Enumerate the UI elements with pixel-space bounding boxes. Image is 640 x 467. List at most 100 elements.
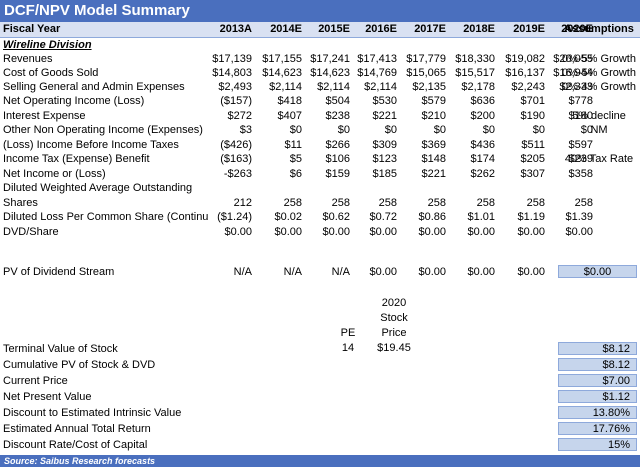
row-value: $2,114 <box>269 81 302 93</box>
row-value: ($157) <box>220 95 252 107</box>
row-value: ($426) <box>220 139 252 151</box>
header-year: 2019E <box>513 23 545 35</box>
section-title: Wireline Division <box>3 39 92 51</box>
row-value: $0 <box>433 124 446 136</box>
table-row: Other Non Operating Income (Expenses) $3 $… <box>0 123 640 137</box>
row-value: $597 <box>568 139 593 151</box>
summary-value: $8.12 <box>558 342 637 355</box>
row-value: $511 <box>521 139 545 151</box>
header-year: 2017E <box>414 23 446 35</box>
row-value: $190 <box>520 110 545 122</box>
summary-row: Current Price $7.00 <box>0 374 640 388</box>
summary-value: 13.80% <box>558 406 637 419</box>
pv-value: $0.00 <box>517 266 545 278</box>
row-value: $14,623 <box>310 67 350 79</box>
pv-dividend-row: PV of Dividend Stream N/A N/A N/A $0.00 $0.00… <box>0 265 640 279</box>
table-row: Income Tax (Expense) Benefit ($163) $5 $106… <box>0 152 640 166</box>
row-label: Cost of Goods Sold <box>3 67 99 79</box>
price-label-stock: Stock <box>380 312 408 324</box>
row-value: 258 <box>574 197 593 209</box>
row-value: 258 <box>476 197 495 209</box>
row-value: $14,623 <box>262 67 302 79</box>
summary-value: 17.76% <box>558 422 637 435</box>
pv-value: N/A <box>283 266 302 278</box>
pv-value: $0.00 <box>418 266 446 278</box>
row-value: $17,155 <box>262 53 302 65</box>
row-value: $0 <box>337 124 350 136</box>
row-value: 258 <box>526 197 545 209</box>
row-value: $0.00 <box>224 226 252 238</box>
row-value: ($1.24) <box>217 211 252 223</box>
row-value: $0.00 <box>369 226 397 238</box>
row-value <box>200 181 252 195</box>
row-assumption <box>558 167 640 181</box>
row-label: Interest Expense <box>3 110 86 122</box>
row-value: $579 <box>421 95 446 107</box>
price-label-year: 2020 <box>381 297 407 309</box>
summary-value: $8.12 <box>558 358 637 371</box>
summary-value: 15% <box>558 438 637 451</box>
row-value: $262 <box>470 168 495 180</box>
row-value: $2,135 <box>412 81 446 93</box>
row-assumption: 0%-4% Growth <box>562 81 636 93</box>
row-label: (Loss) Income Before Income Taxes <box>3 139 179 151</box>
row-value: -$263 <box>223 168 252 180</box>
summary-label: Terminal Value of Stock <box>3 343 118 355</box>
row-value: $16,137 <box>505 67 545 79</box>
row-value: $221 <box>421 168 446 180</box>
row-value: $272 <box>227 110 252 122</box>
row-value: $3 <box>239 124 252 136</box>
row-value: $5 <box>289 153 302 165</box>
row-value: $238 <box>325 110 350 122</box>
row-label: DVD/Share <box>3 226 59 238</box>
row-label: Revenues <box>3 53 53 65</box>
row-assumption <box>558 181 640 195</box>
row-assumption <box>558 138 640 152</box>
table-row: Diluted Loss Per Common Share (Continu ($… <box>0 210 640 224</box>
row-value: $0.00 <box>418 226 446 238</box>
row-value: 258 <box>331 197 350 209</box>
row-label: Shares <box>3 197 38 209</box>
table-row: DVD/Share $0.00 $0.00 $0.00 $0.00 $0.00 $0.00 $… <box>0 225 640 239</box>
row-value <box>394 181 446 195</box>
row-value: $0 <box>482 124 495 136</box>
source-footer: Source: Saibus Research forecasts <box>0 455 640 467</box>
row-value: ($163) <box>220 153 252 165</box>
row-value: $1.01 <box>467 211 495 223</box>
table-row: Interest Expense $272 $407 $238 $221 $210 $200… <box>0 109 640 123</box>
row-value: $369 <box>421 139 446 151</box>
row-value: $0 <box>289 124 302 136</box>
pv-value: $0.00 <box>467 266 495 278</box>
row-value: $18,330 <box>455 53 495 65</box>
row-value: $307 <box>520 168 545 180</box>
row-value: $185 <box>372 168 397 180</box>
summary-label: Current Price <box>3 375 68 387</box>
row-value: $20,055 <box>553 53 593 65</box>
row-value: $1.19 <box>517 211 545 223</box>
header-row: Fiscal Year 2013A 2014E 2015E 2016E 2017E 201… <box>0 22 640 38</box>
summary-label: Discount to Estimated Intrinsic Value <box>3 407 182 419</box>
table-row: (Loss) Income Before Income Taxes ($426) $… <box>0 138 640 152</box>
row-value: $106 <box>325 153 350 165</box>
pe-value: 14 <box>341 342 355 354</box>
summary-label: Cumulative PV of Stock & DVD <box>3 359 156 371</box>
row-value: $123 <box>372 153 397 165</box>
row-value: $778 <box>568 95 593 107</box>
row-value: $2,333 <box>559 81 593 93</box>
row-value <box>493 181 545 195</box>
row-value: $180 <box>568 110 593 122</box>
row-value: $436 <box>470 139 495 151</box>
header-assumptions: Assumptions <box>564 23 634 35</box>
row-label: Diluted Weighted Average Outstanding <box>3 182 193 194</box>
row-value: $530 <box>372 95 397 107</box>
row-value: $14,803 <box>212 67 252 79</box>
header-year: 2018E <box>463 23 495 35</box>
row-value: $200 <box>470 110 495 122</box>
summary-value: $1.12 <box>558 390 637 403</box>
row-value: $14,769 <box>357 67 397 79</box>
table-row: Shares 212 258 258 258 258 258 258 258 <box>0 196 640 210</box>
row-value: $2,243 <box>511 81 545 93</box>
row-value: $17,241 <box>310 53 350 65</box>
row-label: Other Non Operating Income (Expenses) <box>3 124 203 136</box>
